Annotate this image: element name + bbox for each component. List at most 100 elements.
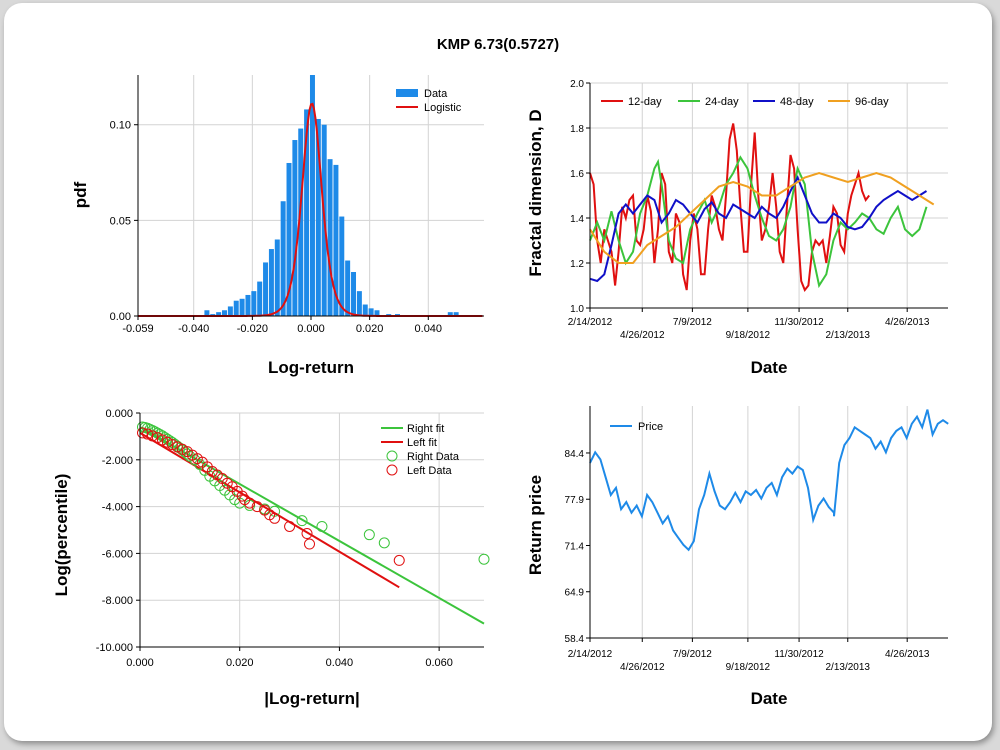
histogram-bar [216,312,222,316]
left-data-point [141,428,153,440]
x-tick-label: 2/13/2013 [826,330,871,341]
y-tick-label: 0.000 [105,408,133,420]
legend-label-price: Price [638,421,663,433]
left-data-point [304,538,316,550]
histogram-bar [447,312,453,316]
x-tick-label: 0.000 [297,323,325,335]
y-axis-label: pdf [71,181,90,208]
y-tick-label: 1.4 [570,214,584,225]
series-line-96-day [589,171,935,264]
legend-label: Right fit [407,423,444,435]
left-data-point [269,512,281,524]
histogram-bar [280,201,286,316]
y-tick-label: 0.00 [110,311,131,323]
x-tick-label: -0.020 [237,323,268,335]
histogram-bar [298,128,304,316]
histogram-bar [374,310,380,316]
histogram-bar [351,272,357,316]
left-data-point [151,432,163,444]
legend-label-data: Data [424,88,448,100]
left-data-point [161,436,173,448]
x-tick-label: 0.040 [326,657,354,669]
right-data-point [378,537,390,549]
x-tick-label: 2/14/2012 [568,649,613,660]
x-axis-label: Date [751,689,788,708]
legend-swatch-data [396,89,418,97]
x-tick-label: 7/9/2012 [673,317,712,328]
y-tick-label: 2.0 [570,79,584,90]
histogram-bar [333,164,339,316]
histogram-bar [222,310,227,316]
left-data-point [136,427,148,439]
legend-label-logistic: Logistic [424,102,462,114]
histogram-bar [327,159,333,316]
y-tick-label: 1.0 [570,304,584,315]
x-tick-label: 2/14/2012 [568,317,613,328]
price-line [589,409,949,552]
y-tick-label: 64.9 [565,588,585,599]
histogram-bar [304,109,310,316]
y-axis-label: Fractal dimension, D [526,109,545,276]
x-tick-label: -0.040 [178,323,209,335]
x-axis-label: Date [751,358,788,377]
y-tick-label: 58.4 [565,634,585,645]
right-data-point [296,515,308,527]
left-data-point [244,497,256,509]
y-tick-label: -2.000 [102,455,133,467]
histogram-bar [345,260,351,316]
series-line-48-day [589,175,928,283]
histogram-bar [315,118,321,316]
x-axis-label: Log-return [268,358,354,377]
left-data-point [171,441,183,453]
x-tick-label: 0.000 [126,657,154,669]
x-tick-label: 11/30/2012 [774,649,824,660]
x-tick-label: 0.020 [226,657,254,669]
histogram-bar [239,298,245,316]
legend-swatch-left-data [386,464,398,476]
figure: KMP 6.73(0.5727) -0.059 -0.040 -0.020 0.000… [52,36,949,708]
x-tick-label: -0.059 [122,323,153,335]
x-tick-label: 4/26/2013 [885,649,930,660]
left-data-point [176,443,188,455]
legend-label: 24-day [705,96,739,108]
left-data-point [251,501,263,513]
histogram-bar [251,291,257,316]
left-data-point [156,434,168,446]
right-data-point [478,553,490,565]
y-tick-label: 84.4 [565,449,585,460]
histogram-bar [263,262,269,316]
histogram-bar [245,294,251,316]
series-line-12-day [589,123,870,292]
legend-swatch-right-data [386,450,398,462]
histogram-bar [292,140,298,316]
price-panel: 58.4 64.9 71.4 77.9 84.4 2/14/2012 4/26/2012 7/… [526,406,949,708]
fractal-panel: 1.0 1.2 1.4 1.6 1.8 2.0 2/14/2012 4/26/2012 7/9/… [526,79,948,377]
x-tick-label: 0.020 [356,323,384,335]
histogram-bar [339,216,345,316]
y-tick-label: 1.8 [570,124,584,135]
y-tick-label: 1.6 [570,169,584,180]
y-tick-label: 0.10 [110,120,131,132]
y-axis-label: Log(percentile) [52,474,71,597]
histogram-bar [274,239,280,316]
tail-panel: 0.000 0.020 0.040 0.060 0.000 -2.000 -4.000 -6.… [52,408,490,708]
x-tick-label: 9/18/2012 [726,330,771,341]
histogram-bar [268,249,274,316]
x-tick-label: 0.060 [425,657,453,669]
histogram-bar [227,306,233,316]
histogram-bar [368,308,374,316]
histogram-bar [453,312,459,316]
legend-label: 96-day [855,96,889,108]
histogram-bar [356,291,362,316]
x-tick-label: 4/26/2012 [620,330,665,341]
x-tick-label: 0.040 [415,323,443,335]
x-tick-label: 9/18/2012 [726,662,771,673]
y-tick-label: 71.4 [565,541,585,552]
left-data-point [146,430,158,442]
histogram-bar [204,310,210,316]
y-tick-label: -10.000 [96,642,133,654]
legend-label: Left Data [407,465,453,477]
y-tick-label: 1.2 [570,259,584,270]
x-tick-label: 7/9/2012 [673,649,712,660]
left-data-point [301,528,313,540]
